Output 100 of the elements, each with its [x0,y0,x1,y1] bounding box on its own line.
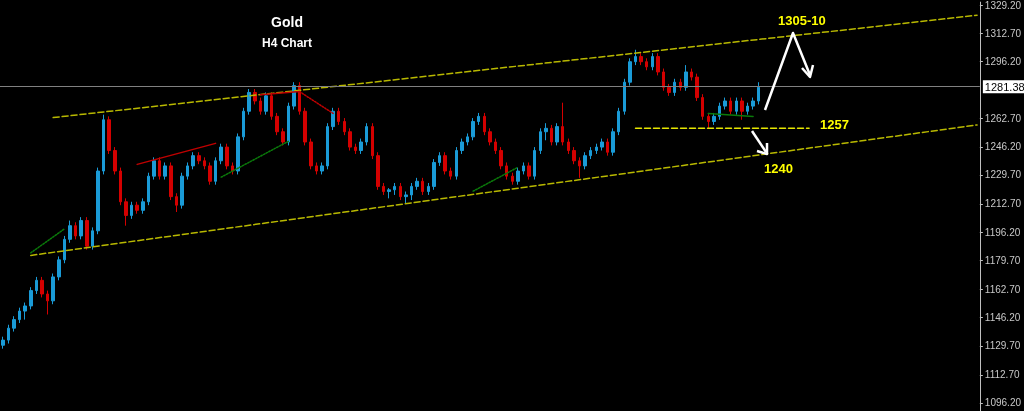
candlestick [191,151,195,170]
annotation: 1240 [764,161,793,176]
candlestick [455,146,458,181]
candlestick [208,161,212,186]
candlestick [544,122,548,141]
candlestick [163,161,167,181]
candlestick [572,146,576,165]
candlestick [96,167,100,235]
text: H4 Chart [261,36,313,50]
candlestick [617,107,620,136]
candlestick [51,273,55,305]
candlestick [275,112,279,136]
y-tick-label: 1112.70 [984,369,1020,381]
candlestick [46,290,49,315]
annotation: 1257 [820,117,849,132]
candlestick [421,177,424,196]
candlestick [23,302,27,321]
candlestick [393,182,396,196]
candlestick [449,167,452,181]
candlestick [309,138,313,170]
candlestick [315,161,318,175]
candlestick [712,112,716,126]
candlestick [511,172,514,186]
candlestick [550,124,553,146]
candlestick [735,97,738,116]
candlestick [264,91,268,116]
candlestick [488,127,492,146]
candlestick [141,197,145,215]
candlestick [354,143,357,155]
candlestick [365,122,368,146]
candlestick [225,143,229,170]
candlestick [57,255,61,281]
candlestick [147,172,150,206]
candlestick [522,161,525,175]
y-tick-label: 1196.20 [984,226,1021,238]
candlestick [561,102,564,146]
candlestick [359,138,363,155]
candlestick [583,151,587,170]
y-tick-label: 1329.20 [984,0,1022,11]
candlestick [477,112,480,126]
candlestick [555,122,559,146]
candlestick [578,156,581,179]
candlestick [219,143,223,165]
y-tick-label: 1212.70 [984,198,1022,210]
candlestick [757,81,760,105]
candlestick [203,156,206,170]
candlestick [673,78,676,97]
candlestick [460,138,464,155]
candlestick [606,138,609,157]
y-tick-label: 1246.20 [984,141,1022,153]
candlestick [567,138,570,155]
candlestick [18,307,21,324]
candlestick [651,52,654,71]
ref-line-label: 1281.38 [984,80,1024,93]
candlestick [197,151,201,165]
candlestick [751,97,755,111]
candlestick [707,112,710,129]
candlestick [387,187,391,199]
candlestick [231,161,234,175]
candlestick [135,201,139,215]
candlestick [169,161,173,201]
candlestick [130,201,133,220]
candlestick [415,177,419,191]
candlestick [483,112,486,136]
candlestick [662,68,665,92]
candlestick [107,115,111,155]
candlestick [320,161,324,175]
candlestick [595,143,598,155]
candlestick [348,127,352,152]
candlestick [259,97,262,116]
candlestick [119,167,122,206]
candlestick [723,97,727,111]
candlestick [729,97,732,116]
candlestick [1,336,5,350]
candlestick [63,235,66,264]
candlestick [516,167,520,186]
candlestick [611,127,615,157]
candlestick [326,122,329,170]
candlestick [432,158,436,191]
candlestick [740,97,744,121]
candlestick [701,93,704,121]
candlestick [270,91,273,121]
candlestick [628,57,632,87]
candlestick [443,151,447,175]
candlestick [180,172,184,210]
candlestick [68,220,72,244]
candlestick [331,107,335,131]
candlestick [639,52,643,66]
candlestick [404,191,408,204]
candlestick [124,197,128,227]
candlestick [494,138,497,155]
candlestick [438,151,441,167]
candlestick [79,216,83,240]
candlestick [7,324,10,345]
y-tick-label: 1096.20 [984,397,1022,409]
candlestick [40,276,44,298]
candlestick [382,182,385,196]
candlestick [399,182,402,201]
candlestick [690,68,693,81]
y-tick-label: 1296.20 [984,55,1022,67]
